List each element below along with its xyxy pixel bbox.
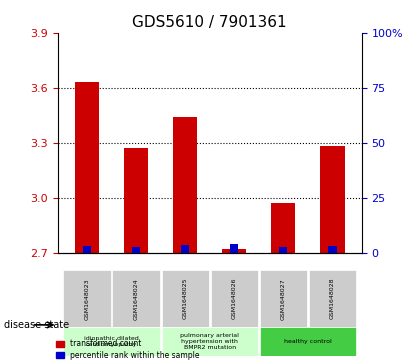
FancyBboxPatch shape	[162, 327, 258, 356]
Bar	[181, 245, 189, 253]
Bar	[230, 244, 238, 253]
Bar	[124, 148, 148, 253]
Text: idiopathic dilated
cardiomyopathy: idiopathic dilated cardiomyopathy	[84, 336, 139, 347]
Text: pulmonary arterial
hypertension with
BMPR2 mutation: pulmonary arterial hypertension with BMP…	[180, 333, 239, 350]
Bar	[132, 248, 140, 253]
Text: GSM1648027: GSM1648027	[281, 278, 286, 319]
Text: GSM1648025: GSM1648025	[182, 278, 187, 319]
Legend: transformed count, percentile rank within the sample: transformed count, percentile rank withi…	[53, 337, 203, 363]
Bar	[279, 248, 287, 253]
FancyBboxPatch shape	[162, 270, 209, 327]
FancyBboxPatch shape	[260, 270, 307, 327]
Text: healthy control: healthy control	[284, 339, 332, 344]
FancyBboxPatch shape	[309, 270, 356, 327]
Text: GSM1648023: GSM1648023	[85, 278, 90, 319]
Text: GSM1648028: GSM1648028	[330, 278, 335, 319]
FancyBboxPatch shape	[113, 270, 159, 327]
Bar	[75, 82, 99, 253]
Bar	[173, 117, 197, 253]
Text: GSM1648026: GSM1648026	[232, 278, 237, 319]
Title: GDS5610 / 7901361: GDS5610 / 7901361	[132, 15, 287, 30]
FancyBboxPatch shape	[260, 327, 356, 356]
FancyBboxPatch shape	[210, 270, 258, 327]
FancyBboxPatch shape	[63, 327, 159, 356]
Bar	[222, 249, 247, 253]
Bar	[320, 147, 344, 253]
Text: disease state: disease state	[4, 320, 69, 330]
Bar	[271, 203, 296, 253]
FancyBboxPatch shape	[63, 270, 111, 327]
Bar	[328, 246, 337, 253]
Text: GSM1648024: GSM1648024	[134, 278, 139, 319]
Bar	[83, 246, 91, 253]
